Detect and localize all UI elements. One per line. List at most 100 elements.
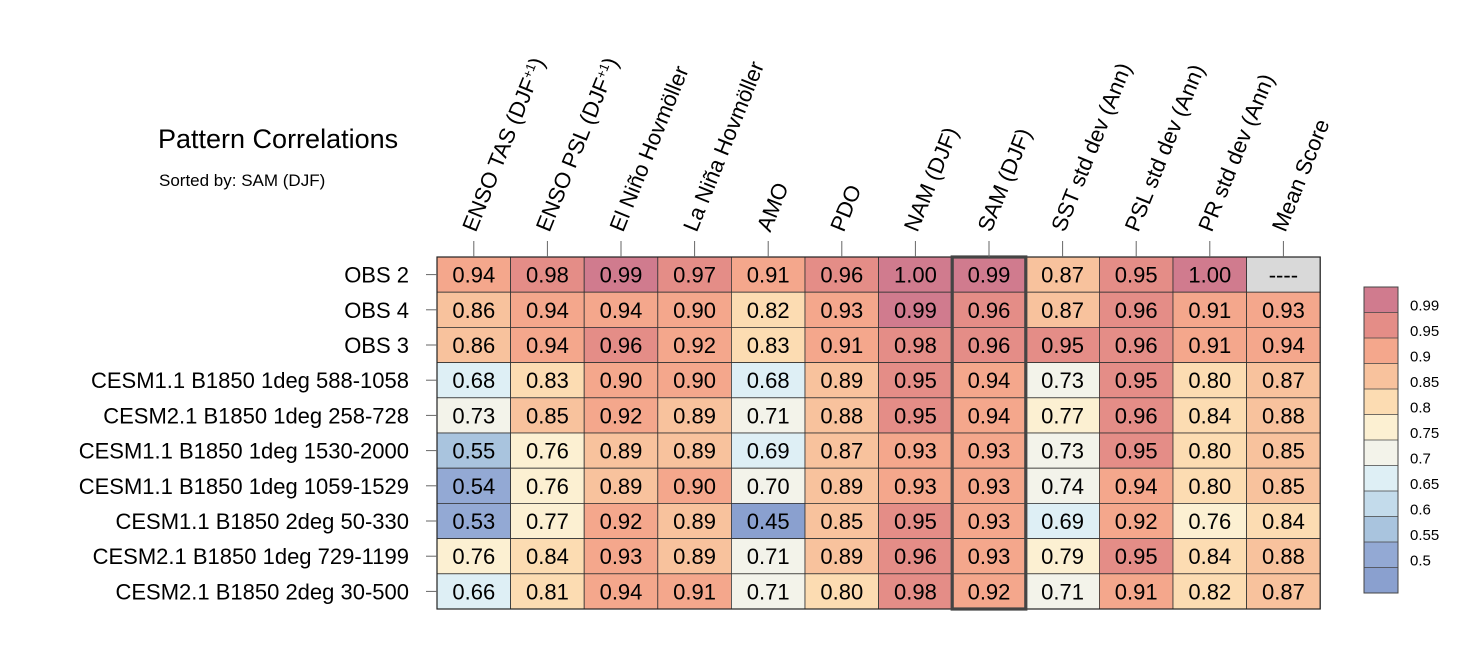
- heatmap-cell: [1246, 502, 1321, 539]
- colorbar-bin: [1364, 312, 1398, 338]
- column-label: AMO: [752, 179, 794, 235]
- heatmap-cell: [731, 573, 806, 610]
- cell-value-label: 0.89: [673, 544, 716, 569]
- cell-value-label: 0.68: [452, 368, 495, 393]
- column-label: PSL std dev (Ann): [1120, 61, 1210, 235]
- cell-value-label: 0.91: [1115, 579, 1158, 604]
- cell-value-label: 0.98: [894, 579, 937, 604]
- colorbar-bin: [1364, 287, 1398, 313]
- colorbar-bin: [1364, 567, 1398, 593]
- heatmap-cell: [951, 397, 1027, 434]
- cell-value-label: 0.87: [1262, 368, 1305, 393]
- cell-value-label: 0.98: [526, 263, 569, 288]
- heatmap-cell: [878, 432, 953, 469]
- heatmap-cell: [1246, 573, 1321, 610]
- cell-value-label: 0.95: [1041, 333, 1084, 358]
- heatmap-cell: [804, 291, 879, 328]
- cell-value-label: 0.76: [526, 474, 569, 499]
- heatmap-cell: [951, 467, 1027, 504]
- cell-value-label: 0.92: [600, 403, 643, 428]
- heatmap-cell: [1099, 467, 1174, 504]
- row-label: CESM2.1 B1850 1deg 729-1199: [93, 544, 409, 569]
- row-label: CESM1.1 B1850 1deg 1530-2000: [79, 439, 409, 464]
- cell-value-label: 0.94: [968, 403, 1011, 428]
- cell-value-label: 0.69: [747, 439, 790, 464]
- cell-value-label: 0.71: [747, 579, 790, 604]
- colorbar-bin: [1364, 363, 1398, 389]
- heatmap-cell: [436, 362, 511, 399]
- heatmap-cell: [1099, 256, 1174, 293]
- heatmap-cell: [436, 538, 511, 575]
- cell-value-label: 0.87: [1262, 579, 1305, 604]
- cell-value-label: 0.95: [1115, 368, 1158, 393]
- cell-value-label: 0.98: [894, 333, 937, 358]
- cell-value-label: 0.88: [1262, 403, 1305, 428]
- column-label: PDO: [825, 181, 866, 235]
- chart-title: Pattern Correlations: [158, 124, 399, 154]
- heatmap-cell: [583, 397, 659, 434]
- row-label: OBS 4: [344, 298, 409, 323]
- heatmap-cell: [804, 538, 879, 575]
- cell-value-label: 0.90: [673, 368, 716, 393]
- heatmap-cell: [657, 326, 732, 363]
- heatmap-cell: [951, 432, 1027, 469]
- cell-value-label: 0.71: [1041, 579, 1084, 604]
- heatmap-cell: [583, 467, 659, 504]
- heatmap-cell: [510, 538, 585, 575]
- cell-value-label: 0.82: [747, 298, 790, 323]
- cell-value-label: 0.93: [600, 544, 643, 569]
- heatmap-cell: [1099, 291, 1174, 328]
- heatmap-cell: [1099, 502, 1174, 539]
- heatmap-cell: [436, 573, 511, 610]
- cell-value-label: 0.91: [673, 579, 716, 604]
- cell-value-label: 0.89: [673, 509, 716, 534]
- heatmap-cell: [878, 467, 953, 504]
- heatmap-cell: [731, 291, 806, 328]
- heatmap-cell: [436, 467, 511, 504]
- cell-value-label: 0.84: [1188, 544, 1231, 569]
- cell-value-label: 0.91: [1188, 333, 1231, 358]
- heatmap-cell: [436, 256, 511, 293]
- heatmap-cell: [657, 467, 732, 504]
- column-label: La Niña Hovmöller: [678, 58, 769, 235]
- heatmap-cell: [510, 291, 585, 328]
- cell-value-label: 0.88: [820, 403, 863, 428]
- colorbar-bin: [1364, 389, 1398, 415]
- cell-value-label: 0.89: [673, 439, 716, 464]
- heatmap-cell: [1246, 432, 1321, 469]
- cell-value-label: 0.95: [1115, 544, 1158, 569]
- heatmap-cell: [510, 573, 585, 610]
- cell-value-label: 0.96: [1115, 333, 1158, 358]
- heatmap-cell: [1246, 291, 1321, 328]
- heatmap-cell: [583, 291, 659, 328]
- colorbar-tick-label: 0.85: [1410, 374, 1439, 391]
- heatmap-cell: [1025, 573, 1100, 610]
- cell-value-label: 0.96: [968, 298, 1011, 323]
- heatmap-cell: [1025, 502, 1100, 539]
- colorbar-tick-label: 0.8: [1410, 400, 1431, 417]
- cell-value-label: 0.85: [820, 509, 863, 534]
- heatmap-cell: [657, 502, 732, 539]
- heatmap-cell: [1099, 326, 1174, 363]
- cell-value-label: 0.70: [747, 474, 790, 499]
- cell-value-label: 0.94: [600, 298, 643, 323]
- row-label: CESM2.1 B1850 2deg 30-500: [115, 579, 409, 604]
- cell-value-label: 0.93: [894, 474, 937, 499]
- colorbar-bin: [1364, 440, 1398, 466]
- column-label: El Niño Hovmöller: [604, 62, 693, 235]
- cell-value-label: 0.90: [600, 368, 643, 393]
- cell-value-label: 0.99: [968, 263, 1011, 288]
- heatmap-cell: [657, 291, 732, 328]
- heatmap-cell: [436, 432, 511, 469]
- cell-value-label: 0.94: [968, 368, 1011, 393]
- cell-value-label: 0.76: [1188, 509, 1231, 534]
- plot-frame: [436, 256, 1321, 610]
- heatmap-cell: [804, 397, 879, 434]
- heatmap-cell: [436, 502, 511, 539]
- cell-value-label: 0.94: [1115, 474, 1158, 499]
- cell-value-label: 0.89: [600, 474, 643, 499]
- colorbar-tick-label: 0.95: [1410, 323, 1439, 340]
- cell-value-label: 0.71: [747, 403, 790, 428]
- cell-value-label: 0.69: [1041, 509, 1084, 534]
- colorbar-tick-label: 0.65: [1410, 476, 1439, 493]
